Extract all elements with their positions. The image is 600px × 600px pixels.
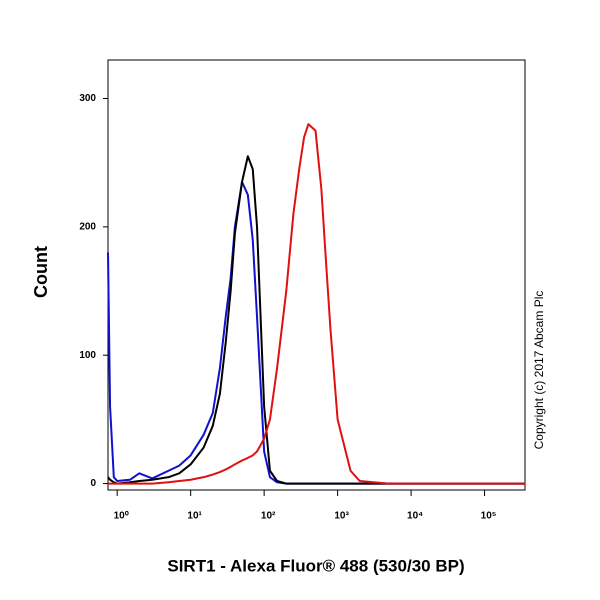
y-tick-label: 200 <box>79 222 96 233</box>
x-tick-label: 10⁵ <box>481 511 497 522</box>
histogram-line <box>107 180 525 485</box>
x-axis-label: SIRT1 - Alexa Fluor® 488 (530/30 BP) <box>167 556 464 575</box>
x-tick-label: 10³ <box>334 511 349 522</box>
histogram-line <box>108 123 525 485</box>
x-tick-label: 10¹ <box>187 511 202 522</box>
x-tick-label: 10⁴ <box>407 511 423 522</box>
y-axis-label: Count <box>31 246 51 298</box>
y-tick-label: 100 <box>79 350 96 361</box>
x-tick-label: 10² <box>261 511 276 522</box>
y-tick-label: 0 <box>90 478 96 489</box>
x-tick-label: 10⁰ <box>114 511 129 522</box>
plot-frame <box>107 59 526 491</box>
histogram-line <box>107 155 525 485</box>
y-tick-label: 300 <box>79 93 96 104</box>
copyright: Copyright (c) 2017 Abcam Plc <box>532 291 546 450</box>
